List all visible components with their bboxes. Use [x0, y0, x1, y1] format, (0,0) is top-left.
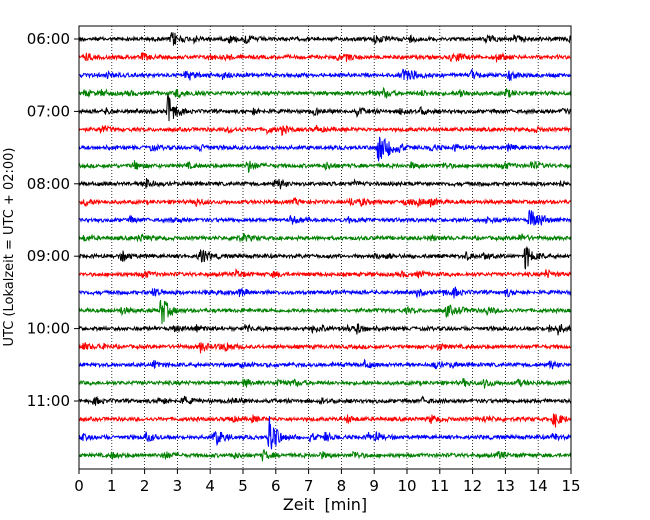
seismic-trace — [78, 124, 572, 137]
seismic-trace — [78, 416, 572, 450]
seismic-trace — [78, 32, 572, 46]
x-tick-label: 1 — [107, 477, 117, 495]
y-tick-label: 10:00 — [27, 320, 70, 338]
plot-frame — [78, 25, 572, 470]
y-tick-label: 07:00 — [27, 102, 70, 120]
seismic-trace — [78, 196, 572, 208]
seismic-trace — [78, 232, 572, 243]
y-tick-label: 06:00 — [27, 30, 70, 48]
seismic-trace — [78, 413, 572, 428]
x-tick-label: 4 — [205, 477, 215, 495]
seismic-trace — [78, 136, 572, 162]
seismic-trace — [78, 395, 572, 406]
x-tick-label: 2 — [140, 477, 150, 495]
x-tick-label: 13 — [496, 477, 515, 495]
y-axis-label: UTC (Lokalzeit = UTC + 02:00) — [2, 148, 17, 347]
seismic-trace — [78, 342, 572, 354]
x-axis-ticks: 0 1 2 3 4 5 6 7 8 9 10 11 12 13 14 15 — [74, 469, 581, 495]
x-tick-label: 8 — [337, 477, 347, 495]
seismic-trace — [78, 245, 572, 270]
x-tick-label: 3 — [173, 477, 183, 495]
seismic-trace — [78, 209, 572, 226]
seismic-trace — [78, 377, 572, 389]
seismic-trace — [78, 358, 572, 370]
y-tick-label: 11:00 — [27, 392, 70, 410]
seismic-trace — [78, 286, 572, 299]
x-tick-label: 0 — [74, 477, 84, 495]
x-tick-label: 6 — [271, 477, 281, 495]
y-axis-ticks: 06:00 07:00 08:00 09:00 10:00 11:00 — [27, 30, 79, 410]
seismic-trace — [78, 160, 572, 174]
seismic-trace — [78, 323, 572, 336]
seismic-trace — [78, 268, 572, 279]
x-tick-label: 5 — [238, 477, 248, 495]
seismic-trace — [78, 299, 572, 325]
x-tick-label: 10 — [397, 477, 416, 495]
y-tick-label: 09:00 — [27, 247, 70, 265]
x-tick-label: 11 — [430, 477, 449, 495]
x-tick-label: 12 — [463, 477, 482, 495]
seismic-trace — [78, 94, 572, 122]
seismic-trace — [78, 449, 572, 462]
x-tick-label: 14 — [529, 477, 548, 495]
x-tick-label: 9 — [369, 477, 379, 495]
grid-lines — [111, 26, 539, 469]
seismic-trace — [78, 86, 572, 100]
seismic-traces — [78, 32, 572, 462]
x-axis-label: Zeit [min] — [283, 495, 367, 514]
seismic-trace — [78, 68, 572, 82]
x-tick-label: 7 — [304, 477, 314, 495]
seismic-trace — [78, 177, 572, 190]
x-tick-label: 15 — [561, 477, 580, 495]
seismic-trace — [78, 51, 572, 63]
y-tick-label: 08:00 — [27, 175, 70, 193]
